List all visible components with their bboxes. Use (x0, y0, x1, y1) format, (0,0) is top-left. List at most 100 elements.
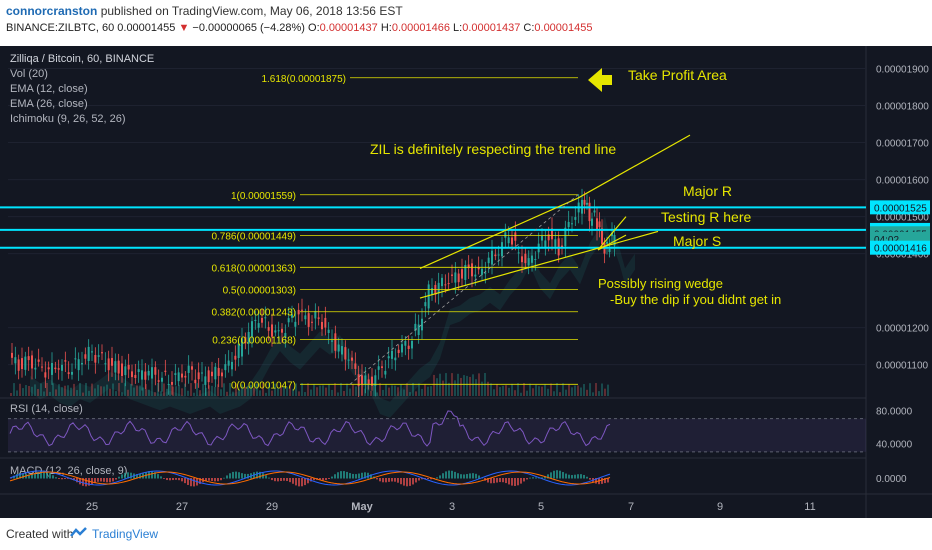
volume-bar (130, 384, 132, 396)
volume-bar (559, 392, 561, 396)
macd-hist-bar (445, 471, 447, 479)
candle-body (104, 363, 107, 365)
candle-body (234, 355, 237, 360)
volume-bar (175, 386, 177, 396)
volume-bar (400, 384, 402, 396)
candle-body (567, 221, 570, 228)
candle-body (401, 344, 403, 353)
candle-body (194, 379, 197, 384)
candle-body (157, 380, 160, 382)
macd-hist-bar (64, 478, 66, 480)
macd-hist-bar (115, 478, 117, 480)
author-link[interactable]: connorcranston (6, 4, 98, 18)
macd-hist-bar (496, 478, 498, 483)
candle-body (254, 319, 257, 321)
macd-hist-bar (385, 478, 387, 483)
volume-bar (370, 390, 372, 396)
chart-svg[interactable]: Zilliqa / Bitcoin, 60, BINANCE Vol (20) … (0, 46, 932, 518)
macd-hist-bar (343, 471, 345, 479)
volume-bar (313, 384, 315, 396)
candle-body (484, 272, 487, 274)
chart-area[interactable]: Zilliqa / Bitcoin, 60, BINANCE Vol (20) … (0, 46, 932, 518)
macd-hist-bar (34, 473, 36, 479)
macd-hist-bar (340, 471, 342, 479)
candle-body (74, 358, 77, 360)
volume-bar (100, 386, 102, 396)
candle-body (564, 227, 567, 247)
candle-body (81, 362, 83, 365)
macd-hist-bar (277, 478, 279, 482)
volume-bar (151, 383, 153, 396)
volume-bar (118, 383, 120, 396)
candle-body (331, 340, 333, 342)
created-with-text: Created with (6, 527, 74, 541)
candle-body (474, 274, 477, 277)
candle-body (287, 318, 290, 323)
candle-body (511, 237, 513, 245)
volume-bar (148, 389, 150, 396)
volume-bar (244, 386, 246, 396)
candle-body (608, 248, 611, 252)
volume-bar (211, 385, 213, 396)
volume-bar (64, 385, 66, 396)
volume-bar (193, 392, 195, 396)
macd-hist-bar (178, 478, 180, 481)
candle-body (437, 282, 440, 294)
macd-hist-bar (223, 477, 225, 479)
volume-bar (220, 389, 222, 396)
candle-body (431, 288, 433, 295)
price-tag-label: 0.00001416 (874, 244, 927, 255)
volume-bar (565, 389, 567, 396)
volume-bar (157, 383, 159, 396)
candle-body (211, 371, 213, 377)
rsi-label: RSI (14, close) (10, 403, 83, 415)
candle-body (491, 250, 493, 265)
macd-hist-bar (97, 478, 99, 482)
candle-body (217, 367, 220, 376)
candle-body (351, 357, 353, 361)
volume-bar (490, 383, 492, 396)
volume-bar (544, 384, 546, 396)
volume-bar (589, 383, 591, 396)
macd-hist-bar (508, 478, 510, 485)
candle-body (424, 302, 427, 307)
candle-body (377, 366, 380, 370)
macd-hist-bar (421, 478, 423, 480)
volume-bar (535, 384, 537, 396)
macd-hist-bar (463, 474, 465, 479)
macd-hist-bar (154, 472, 156, 479)
volume-bar (358, 386, 360, 396)
volume-bar (31, 386, 33, 396)
volume-bar (97, 384, 99, 396)
candle-body (327, 329, 330, 333)
volume-bar (139, 385, 141, 396)
candle-body (613, 235, 616, 246)
candle-body (601, 228, 603, 245)
candle-body (274, 330, 277, 333)
candle-body (47, 367, 50, 370)
publish-info: connorcranston published on TradingView.… (6, 4, 403, 18)
candle-body (441, 277, 443, 287)
macd-hist-bar (574, 474, 576, 479)
macd-hist-bar (553, 470, 555, 479)
volume-bar (460, 377, 462, 396)
macd-hist-bar (58, 478, 60, 479)
candle-body (404, 340, 407, 346)
volume-bar (49, 391, 51, 396)
macd-hist-bar (400, 478, 402, 485)
volume-bar (472, 374, 474, 396)
volume-bar (514, 390, 516, 396)
candle-body (387, 356, 390, 359)
x-tick-label: 3 (449, 501, 455, 513)
macd-hist-bar (499, 478, 501, 483)
candle-body (344, 347, 347, 360)
fib-trend-line (349, 194, 579, 385)
tradingview-brand[interactable]: TradingView (92, 527, 159, 541)
candle-body (551, 228, 553, 240)
volume-bar (229, 383, 231, 396)
macd-hist-bar (199, 478, 201, 484)
candle-body (561, 245, 563, 248)
candle-body (507, 237, 510, 244)
macd-hist-bar (328, 478, 330, 479)
macd-hist-bar (469, 473, 471, 479)
